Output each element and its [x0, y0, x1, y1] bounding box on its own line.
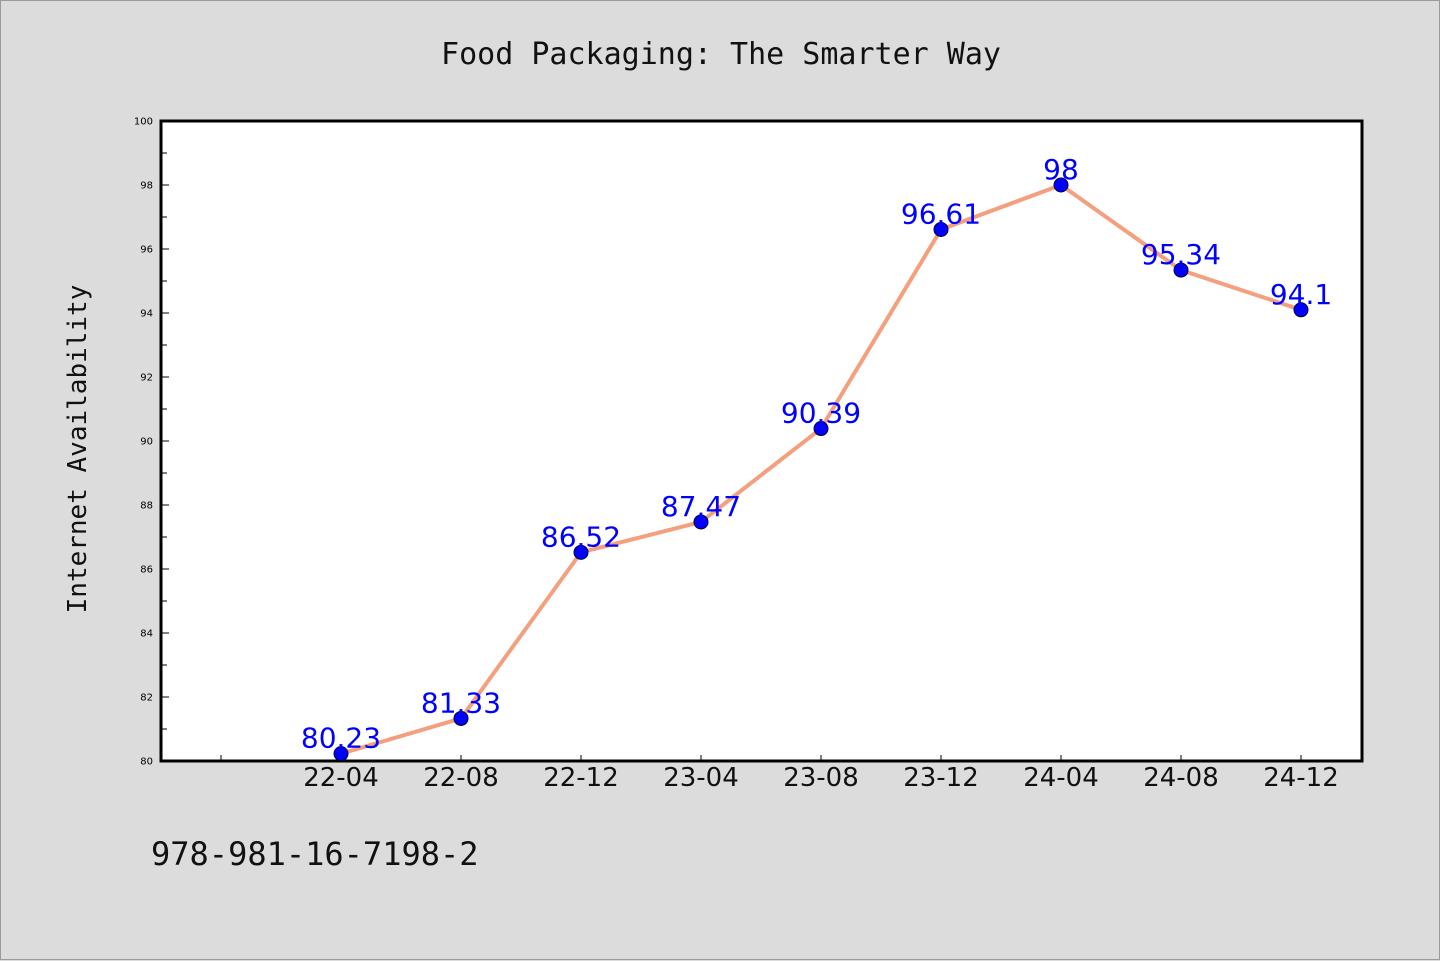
data-label: 90.39	[781, 397, 861, 430]
data-label: 98	[1043, 153, 1079, 186]
x-tick-label: 23-04	[663, 763, 739, 793]
data-label: 80.23	[301, 722, 381, 755]
x-tick-label: 24-08	[1143, 763, 1219, 793]
y-tick-label: 82	[140, 693, 153, 704]
x-tick-label: 23-08	[783, 763, 859, 793]
x-tick-label: 23-12	[903, 763, 979, 793]
data-point	[573, 544, 589, 560]
data-label: 87.47	[661, 490, 741, 523]
data-label: 96.61	[901, 197, 981, 230]
y-tick-label: 94	[140, 309, 153, 320]
x-axis-ticks: 22-04 22-08 22-12 23-04 23-08 23-12 24-04 24-08…	[220, 755, 1339, 793]
plot-area	[159, 119, 1364, 763]
data-label: 86.52	[541, 520, 621, 553]
chart-title: Food Packaging: The Smarter Way	[441, 37, 1001, 72]
x-tick-label: 24-12	[1263, 763, 1339, 793]
data-label: 95.34	[1141, 238, 1221, 271]
y-axis-ticks: 80 82 84 86 88 90 92 94 96 98 100	[134, 117, 169, 768]
data-label: 94.1	[1270, 278, 1332, 311]
data-point	[933, 221, 949, 237]
y-tick-label: 100	[134, 117, 153, 128]
footer-isbn: 978-981-16-7198-2	[151, 835, 479, 873]
y-tick-label: 96	[140, 245, 153, 256]
data-labels: 80.23 81.33 86.52 87.47 90.39 96.61 98 95.34 94.…	[301, 153, 1332, 755]
y-tick-label: 86	[140, 565, 153, 576]
y-tick-label: 84	[140, 629, 153, 640]
x-tick-label: 24-04	[1023, 763, 1099, 793]
data-point	[1293, 302, 1309, 318]
y-tick-label: 90	[140, 437, 153, 448]
data-point	[453, 710, 469, 726]
y-axis-label: Internet Availability	[63, 285, 93, 614]
data-point	[1173, 262, 1189, 278]
x-tick-label: 22-12	[543, 763, 619, 793]
data-point	[693, 514, 709, 530]
y-tick-label: 98	[140, 181, 153, 192]
data-point	[1053, 177, 1069, 193]
data-point	[333, 746, 349, 762]
data-label: 81.33	[421, 686, 501, 719]
y-tick-label: 92	[140, 373, 153, 384]
y-tick-label: 88	[140, 501, 153, 512]
x-tick-label: 22-08	[423, 763, 499, 793]
data-point	[813, 421, 829, 437]
y-tick-label: 80	[140, 757, 153, 768]
x-tick-label: 22-04	[303, 763, 379, 793]
data-markers	[333, 177, 1309, 762]
